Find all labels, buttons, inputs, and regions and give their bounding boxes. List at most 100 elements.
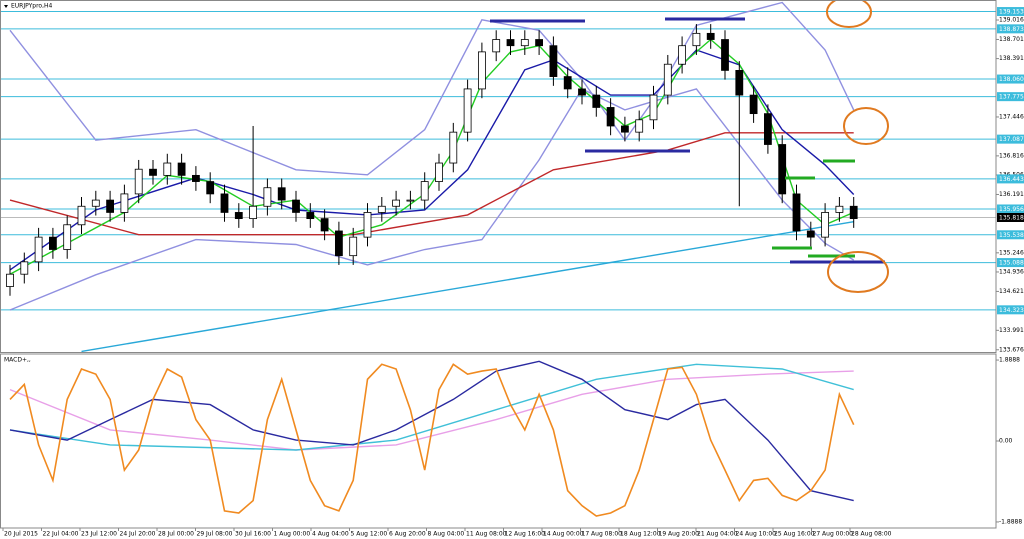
candle-body	[749, 94, 758, 115]
candle-body	[234, 212, 243, 220]
x-tick-label: 29 Jul 08:00	[197, 531, 233, 538]
x-tick-label: 28 Aug 08:00	[851, 531, 892, 538]
highlight-ellipse	[843, 107, 889, 145]
candle-body	[663, 63, 672, 96]
candle-body	[20, 261, 29, 275]
x-tick-label: 24 Aug 10:00	[736, 531, 777, 538]
candle-body	[292, 199, 300, 213]
candle-body	[435, 162, 443, 182]
y-tick-label: 134.936	[999, 268, 1024, 275]
y-tick-label: 133.676	[999, 346, 1024, 353]
candle-body	[578, 88, 586, 96]
series-line	[81, 221, 854, 353]
candle-body	[249, 205, 258, 220]
x-tick-label: 4 Aug 04:00	[312, 531, 349, 538]
x-tick-label: 18 Aug 12:00	[620, 531, 661, 538]
y-tick-label: 137.446	[999, 113, 1024, 120]
x-tick-label: 27 Aug 00:00	[813, 531, 854, 538]
level-label-bg	[997, 134, 1024, 144]
candle-body	[277, 187, 286, 201]
x-tick-label: 19 Aug 20:00	[659, 531, 700, 538]
candle-body	[306, 212, 315, 220]
candle-body	[806, 230, 815, 238]
y-tick-label: 133.991	[999, 327, 1024, 334]
series-line	[9, 360, 854, 502]
candle-body	[549, 45, 558, 77]
macd-panel-border	[0, 353, 997, 529]
highlight-ellipse	[826, 0, 872, 28]
candle-body	[349, 236, 358, 257]
candle-body	[334, 230, 343, 257]
candle-body	[635, 119, 644, 133]
candle-body	[735, 70, 744, 96]
main-panel-border	[0, 0, 997, 353]
candle-body	[363, 212, 372, 238]
candle-body	[63, 224, 72, 250]
level-label: 134.323	[999, 307, 1024, 314]
series-line	[9, 87, 855, 311]
x-tick-label: 21 Aug 04:00	[697, 531, 738, 538]
level-label-bg	[997, 7, 1024, 17]
x-tick-label: 25 Aug 16:00	[774, 531, 815, 538]
y-tick-label: 138.391	[999, 55, 1024, 62]
x-tick-label: 28 Jul 00:00	[158, 531, 194, 538]
candle-body	[492, 39, 501, 53]
x-tick-label: 12 Aug 16:00	[505, 531, 546, 538]
x-tick-label: 24 Jul 20:00	[120, 531, 156, 538]
y-tick-label: -1.8888	[999, 518, 1022, 525]
x-tick-label: 20 Jul 2015	[4, 531, 38, 538]
candle-body	[835, 205, 844, 213]
x-tick-label: 1 Aug 00:00	[274, 531, 311, 538]
y-tick-label: 135.246	[999, 249, 1024, 256]
candle-body	[220, 193, 229, 213]
x-tick-label: 23 Jul 12:00	[81, 531, 117, 538]
x-tick-label: 30 Jul 16:00	[235, 531, 271, 538]
candle-body	[449, 131, 458, 164]
level-label: 135.088	[999, 260, 1024, 267]
level-label: 136.443	[999, 176, 1024, 183]
level-label: 137.087	[999, 136, 1024, 143]
last-price-label: 135.818	[999, 214, 1024, 221]
y-tick-label: 138.701	[999, 36, 1024, 43]
candle-body	[34, 236, 43, 263]
candle-body	[506, 39, 515, 47]
level-label-bg	[997, 230, 1024, 240]
candle-body	[706, 32, 715, 40]
y-tick-label: 136.191	[999, 191, 1024, 198]
series-line	[9, 370, 854, 451]
level-label-bg	[997, 74, 1024, 84]
candle-body	[520, 39, 529, 47]
candle-body	[177, 162, 186, 176]
candle-body	[535, 39, 543, 47]
candle-body	[592, 94, 601, 108]
y-tick-label: 0.00	[999, 438, 1013, 445]
candle-body	[477, 51, 486, 90]
candle-body	[120, 193, 129, 213]
level-label: 137.775	[999, 94, 1024, 101]
level-label: 139.153	[999, 9, 1024, 16]
level-label-bg	[997, 174, 1024, 184]
candle-body	[134, 168, 143, 195]
candle-body	[778, 144, 787, 195]
panel-title: MACD+,,	[4, 357, 31, 364]
candle-body	[106, 199, 114, 213]
level-label-bg	[997, 24, 1024, 34]
x-tick-label: 14 Aug 00:00	[543, 531, 584, 538]
candle-body	[149, 168, 157, 176]
y-tick-label: 1.8888	[999, 357, 1020, 364]
y-tick-label: 134.621	[999, 288, 1024, 295]
candle-body	[49, 236, 57, 250]
annotations	[0, 0, 997, 529]
candle-body	[406, 199, 415, 202]
series-line	[9, 363, 854, 451]
level-label-bg	[997, 258, 1024, 268]
candle-body	[764, 113, 772, 145]
candle-body	[206, 181, 215, 195]
candle-body	[621, 125, 629, 133]
candle-body	[420, 181, 429, 201]
candle-body	[678, 45, 686, 65]
level-label-bg	[997, 305, 1024, 315]
